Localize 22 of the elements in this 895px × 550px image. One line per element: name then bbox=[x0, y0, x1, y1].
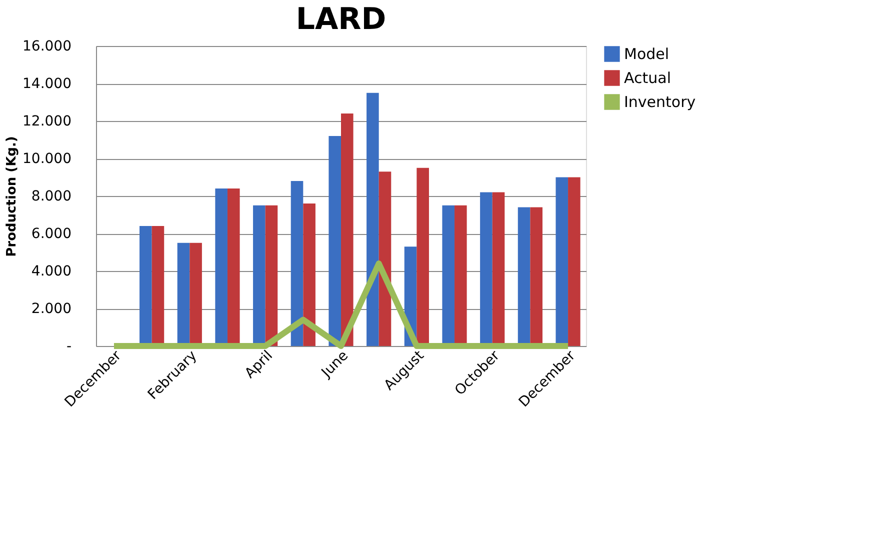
bar bbox=[290, 181, 304, 346]
bar bbox=[328, 136, 341, 346]
y-tick-label: 10.000 bbox=[22, 151, 72, 167]
y-tick-label: 12.000 bbox=[22, 114, 72, 130]
y-tick-label: 16.000 bbox=[22, 38, 72, 54]
legend-label: Inventory bbox=[624, 93, 696, 111]
y-tick-label: 4.000 bbox=[31, 264, 72, 280]
bar bbox=[303, 204, 316, 346]
y-axis-title: Production (Kg.) bbox=[4, 136, 20, 257]
y-tick-label: 6.000 bbox=[31, 226, 72, 242]
bar bbox=[378, 172, 392, 346]
legend-label: Actual bbox=[624, 69, 671, 87]
bar bbox=[366, 92, 379, 346]
y-tick-label: - bbox=[66, 338, 72, 354]
legend-label: Model bbox=[624, 45, 670, 63]
bar bbox=[265, 205, 278, 346]
y-tick-label: 14.000 bbox=[22, 76, 72, 92]
bar bbox=[568, 177, 580, 346]
bar bbox=[341, 114, 354, 346]
y-tick-label: 8.000 bbox=[31, 188, 72, 204]
y-tick-label: 2.000 bbox=[31, 301, 72, 317]
chart-title: LARD bbox=[296, 2, 386, 37]
